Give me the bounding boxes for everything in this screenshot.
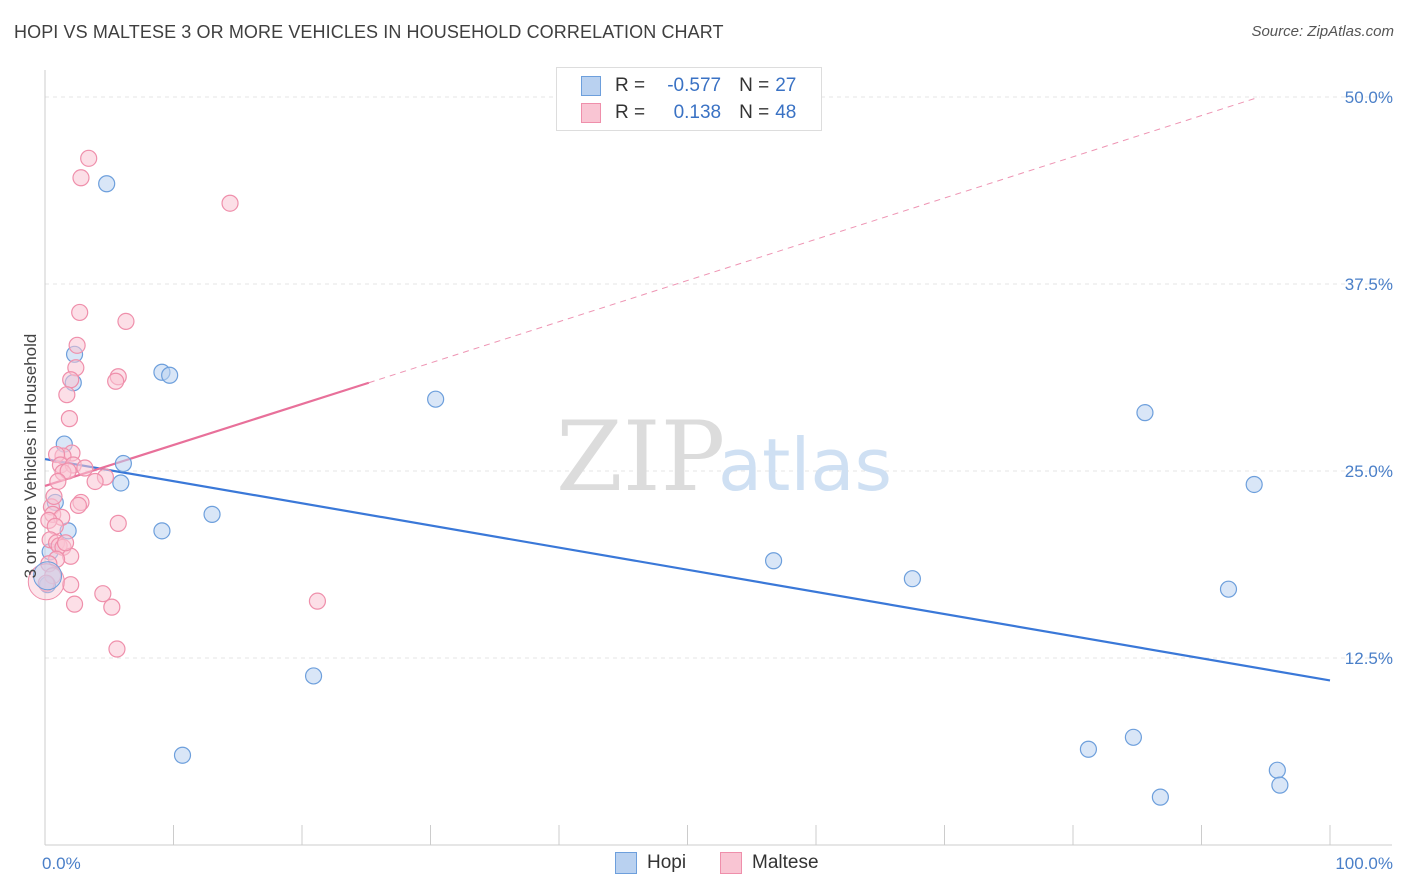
maltese-point-41 (103, 598, 121, 616)
hopi-point-19 (1136, 404, 1154, 422)
maltese-point-5 (68, 336, 86, 354)
hopi-point-14 (173, 746, 192, 764)
axes (44, 70, 1392, 846)
series-maltese (37, 149, 327, 658)
hopi-point-18 (903, 570, 921, 588)
hopi-point-25 (1268, 761, 1286, 779)
legend-item-maltese: Maltese (720, 852, 819, 874)
legend-item-hopi: Hopi (615, 852, 686, 874)
maltese-point-44 (37, 574, 55, 592)
maltese-trend-line (44, 381, 370, 488)
gridlines (45, 96, 1392, 659)
maltese-point-46 (45, 487, 63, 506)
maltese-point-28 (109, 514, 127, 532)
maltese-point-1 (72, 169, 90, 187)
maltese-point-11 (60, 410, 79, 428)
maltese-point-42 (308, 592, 327, 610)
maltese-point-0 (80, 149, 98, 167)
maltese-point-8 (107, 372, 125, 390)
hopi-point-15 (304, 667, 323, 685)
maltese-point-47 (76, 459, 94, 477)
hopi-point-22 (1124, 728, 1142, 746)
trend-lines (44, 96, 1331, 682)
maltese-point-9 (62, 371, 80, 389)
hopi-point-11 (112, 474, 130, 492)
legend-row-hopi: R = -0.577 N = 27 (581, 74, 796, 98)
y-tick-label-0: 12.5% (1345, 649, 1393, 668)
maltese-point-2 (221, 194, 239, 212)
maltese-point-20 (86, 472, 104, 491)
hopi-point-10 (114, 454, 132, 473)
maltese-point-18 (59, 462, 77, 480)
maltese-n-value: 48 (775, 102, 797, 123)
y-tick-label-1: 25.0% (1345, 462, 1393, 481)
y-axis-label: 3 or more Vehicles in Household (21, 334, 40, 579)
maltese-r-value: 0.138 (673, 102, 722, 123)
hopi-point-17 (764, 552, 783, 570)
tick-labels: 12.5% 25.0% 37.5% 50.0% 0.0% 100.0% (42, 88, 1393, 873)
hopi-point-21 (1219, 580, 1238, 598)
maltese-legend-label: Maltese (752, 852, 819, 873)
hopi-point-20 (1245, 475, 1263, 494)
hopi-legend-label: Hopi (647, 852, 687, 873)
hopi-r-label: R = (615, 75, 646, 96)
correlation-legend: R = -0.577 N = 27 R = 0.138 N = 48 (556, 67, 822, 131)
watermark-atlas: atlas (718, 423, 892, 507)
hopi-point-13 (203, 505, 221, 523)
series-legend: Hopi Maltese (0, 852, 1406, 878)
hopi-n-value: 27 (775, 75, 797, 96)
maltese-point-38 (62, 576, 80, 594)
data-points (27, 149, 1289, 806)
hopi-point-16 (427, 390, 445, 408)
maltese-legend-swatch (720, 852, 742, 874)
maltese-point-3 (71, 303, 89, 322)
maltese-point-4 (117, 312, 135, 330)
hopi-swatch (581, 76, 601, 96)
maltese-trend-extension (368, 96, 1260, 384)
maltese-r-label: R = (615, 102, 646, 123)
maltese-point-39 (94, 585, 112, 603)
hopi-point-0 (98, 175, 116, 193)
x-tick-label-1: 100.0% (1335, 854, 1393, 873)
source-credit: Source: ZipAtlas.com (1251, 23, 1394, 40)
hopi-n-label: N = (739, 75, 770, 96)
y-tick-label-3: 50.0% (1345, 88, 1393, 107)
hopi-r-value: -0.577 (667, 75, 722, 96)
hopi-point-26 (1271, 776, 1289, 794)
hopi-point-12 (153, 522, 171, 540)
chart-title: HOPI VS MALTESE 3 OR MORE VEHICLES IN HO… (14, 22, 724, 42)
hopi-trend-line (44, 457, 1331, 682)
maltese-point-21 (49, 472, 67, 491)
hopi-cluster-point (33, 561, 63, 591)
maltese-point-40 (65, 595, 84, 613)
maltese-point-23 (69, 496, 88, 515)
hopi-legend-swatch (615, 852, 637, 874)
maltese-cluster-point (27, 563, 65, 601)
legend-row-maltese: R = 0.138 N = 48 (581, 101, 796, 125)
hopi-point-23 (1079, 740, 1098, 758)
hopi-point-24 (1151, 788, 1169, 806)
maltese-swatch (581, 103, 601, 123)
x-tick-label-0: 0.0% (42, 854, 81, 873)
maltese-n-label: N = (739, 102, 770, 123)
watermark-zip: ZIP (556, 401, 725, 513)
maltese-point-43 (108, 640, 126, 658)
hopi-point-9 (161, 366, 179, 384)
maltese-point-45 (56, 534, 75, 552)
maltese-point-10 (58, 386, 76, 404)
y-tick-label-2: 37.5% (1345, 275, 1393, 294)
